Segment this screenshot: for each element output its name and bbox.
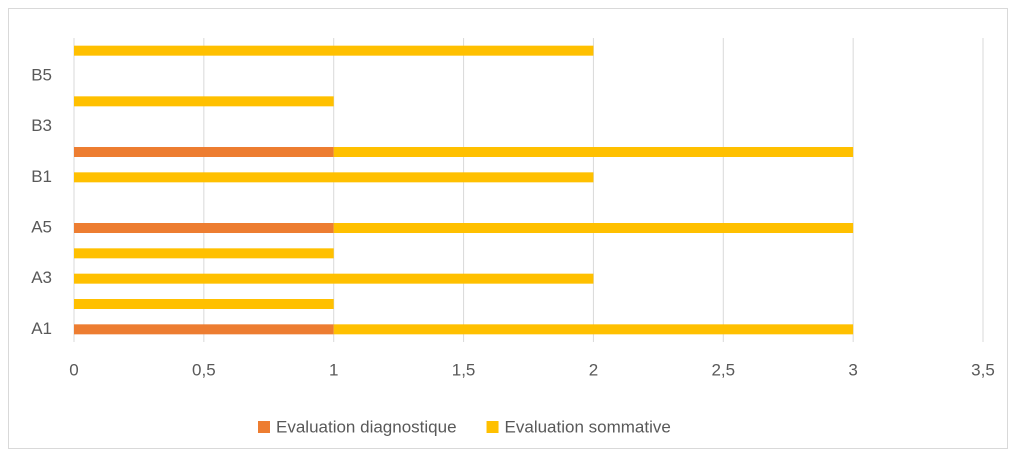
legend-swatch	[258, 421, 270, 433]
bar	[333, 223, 854, 233]
y-tick-label: A1	[31, 319, 52, 338]
y-tick-label: A3	[31, 268, 52, 287]
x-tick-label: 1	[329, 360, 338, 379]
bar	[333, 147, 854, 157]
legend-label: Evaluation diagnostique	[276, 417, 457, 436]
x-tick-label: 0,5	[192, 360, 216, 379]
x-tick-label: 2	[589, 360, 598, 379]
bar	[74, 45, 594, 56]
x-tick-label: 3	[848, 360, 857, 379]
x-tick-label: 0	[69, 360, 78, 379]
y-tick-label: B3	[31, 116, 52, 135]
y-tick-label: B5	[31, 65, 52, 84]
x-tick-label: 1,5	[452, 360, 476, 379]
legend-label: Evaluation sommative	[505, 417, 671, 436]
bar	[74, 299, 334, 309]
y-tick-label: A5	[31, 217, 52, 236]
bar	[333, 324, 854, 335]
bar	[74, 273, 594, 284]
bar	[74, 324, 334, 335]
bar	[74, 96, 334, 107]
x-tick-label: 2,5	[711, 360, 735, 379]
x-tick-label: 3,5	[971, 360, 995, 379]
bar	[74, 147, 334, 157]
y-tick-label: B1	[31, 167, 52, 186]
bar	[74, 223, 334, 233]
legend-swatch	[486, 421, 499, 433]
bar	[74, 172, 594, 183]
bar	[74, 248, 334, 259]
